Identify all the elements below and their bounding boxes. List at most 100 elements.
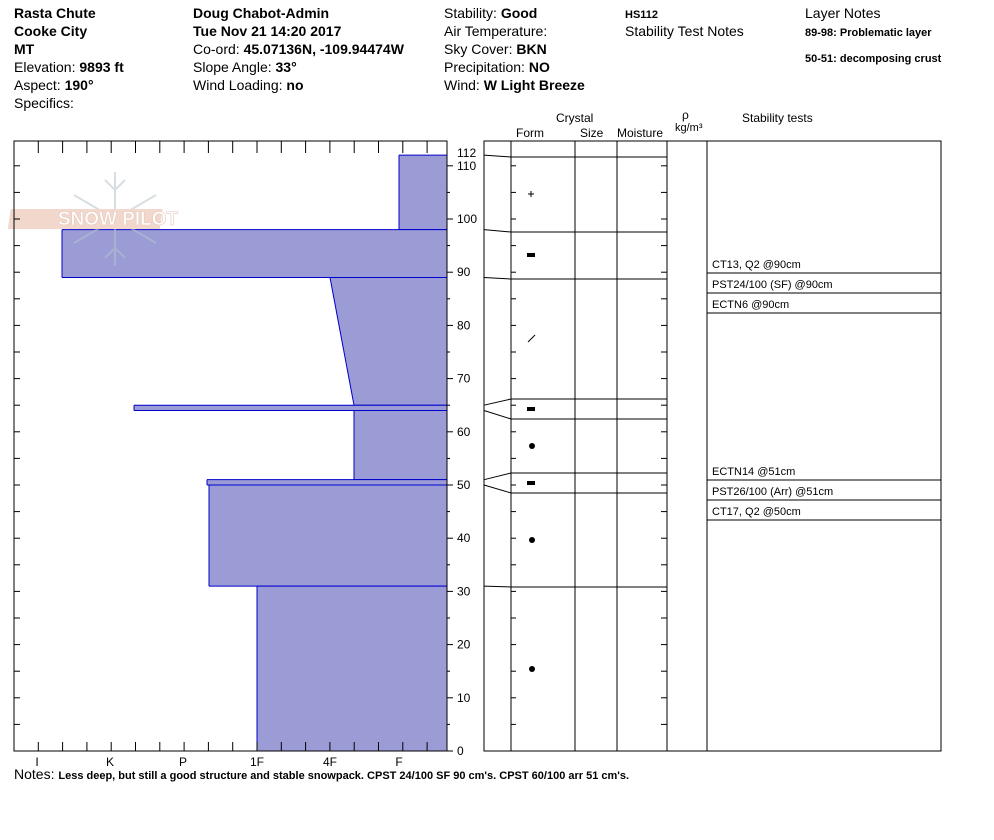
datetime: Tue Nov 21 14:20 2017 [193,23,342,39]
form-symbol-slash [527,334,536,343]
stability-test-result: CT17, Q2 @50cm [712,506,801,518]
stability-tests-header: Stability tests [742,111,813,125]
hardness-tick-label: I [35,755,38,769]
form-symbol-dot [529,443,535,449]
depth-tick-label: 10 [457,691,471,705]
wind-loading-value: no [286,77,304,93]
elevation-value: 9893 ft [79,59,124,75]
depth-top-label: 112 [457,146,476,160]
elevation-label: Elevation: [14,59,80,75]
slope-angle: Slope Angle: 33° [193,58,297,76]
sky-value: BKN [516,41,547,57]
form-symbol-crust [527,407,535,411]
form-header: Form [516,126,544,140]
layer-boundary [483,410,667,420]
layer-columns [483,140,942,752]
stability-test-result: CT13, Q2 @90cm [712,259,801,271]
size-header: Size [580,126,604,140]
layer-boundary [483,484,667,494]
air-temperature-label: Air Temperature: [444,23,548,39]
layer-boundary [483,472,667,481]
stability-test-result: ECTN6 @90cm [712,299,789,311]
depth-tick-label: 50 [457,478,471,492]
hardness-profile [61,154,447,752]
layer-note: 50-51: decomposing crust [805,53,942,65]
hardness-bar [62,229,447,278]
hardness-bar [354,410,447,480]
depth-tick-label: 20 [457,638,471,652]
layer-boundary [483,229,667,233]
depth-tick-label: 40 [457,531,471,545]
notes-label: Notes: [14,766,59,782]
rho-header: ρ [682,108,689,122]
layer-boundary [483,398,667,406]
precipitation: Precipitation: NO [444,58,550,76]
coord-label: Co-ord: [193,41,244,57]
slope-label: Slope Angle: [193,59,276,75]
hs-value: HS112 [625,9,659,21]
depth-tick-label: 100 [457,212,477,226]
snowpilot-logo: SNOW PILOT [7,172,179,266]
specifics-label: Specifics: [14,95,74,111]
hardness-bar-left-edge [329,277,355,406]
state-name: MT [14,41,35,57]
crystal-header: Crystal [556,111,594,125]
location-name: Rasta Chute [14,5,96,21]
observer: Doug Chabot-Admin [193,5,330,21]
layer-columns-frame [483,140,942,752]
wind-label: Wind: [444,77,484,93]
density-unit-header: kg/m³ [675,122,703,134]
moisture-header: Moisture [617,126,664,140]
form-symbol-dot [529,666,535,672]
precip-value: NO [528,59,550,75]
stability-test-notes-title: Stability Test Notes [625,23,744,39]
wind-loading-label: Wind Loading: [193,77,287,93]
precip-label: Precipitation: [444,59,529,75]
sky-label: Sky Cover: [444,41,517,57]
wind-value: W Light Breeze [483,77,585,93]
elevation: Elevation: 9893 ft [14,58,124,76]
hardness-bar [399,155,447,230]
stability-test-result: PST26/100 (Arr) @51cm [712,486,833,498]
depth-tick-label: 110 [457,159,476,173]
hardness-tick-label: K [106,755,114,769]
hardness-frame [13,140,448,752]
coordinates: Co-ord: 45.07136N, -109.94474W [193,40,404,58]
coord-value: 45.07136N, -109.94474W [243,41,404,57]
wind: Wind: W Light Breeze [444,76,585,94]
stability-label: Stability: [444,5,501,21]
depth-tick-label: 30 [457,584,471,598]
area-name: Cooke City [14,23,88,39]
notes: Notes: Less deep, but still a good struc… [14,766,629,782]
stability-test-result: PST24/100 (SF) @90cm [712,279,833,291]
aspect-label: Aspect: [14,77,65,93]
slope-value: 33° [275,59,297,75]
stability: Stability: Good [444,4,537,22]
depth-tick-label: 90 [457,265,471,279]
hardness-bar [134,405,447,411]
layer-notes-title: Layer Notes [805,5,881,21]
depth-tick-label: 60 [457,425,471,439]
form-symbol-crust [527,253,535,257]
hardness-bar [257,586,447,751]
hardness-tick-label: F [395,755,402,769]
form-symbol-dot [529,537,535,543]
wind-loading: Wind Loading: no [193,76,304,94]
layer-boundary [483,585,667,588]
aspect: Aspect: 190° [14,76,94,94]
stability-value: Good [500,5,538,21]
depth-tick-label: 0 [457,744,464,758]
snowpilot-logo-text: SNOW PILOT [58,209,179,230]
form-symbol-crust [527,481,535,485]
layer-boundary [483,154,667,158]
depth-tick-label: 80 [457,318,471,332]
stability-test-result: ECTN14 @51cm [712,466,795,478]
hardness-tick-label: P [179,755,187,769]
sky-cover: Sky Cover: BKN [444,40,547,58]
stability-tests-column: CT13, Q2 @90cm PST24/100 (SF) @90cm ECTN6 … [707,259,941,521]
layer-note: 89-98: Problematic layer [805,27,932,39]
hardness-bar [207,479,447,485]
aspect-value: 190° [64,77,94,93]
